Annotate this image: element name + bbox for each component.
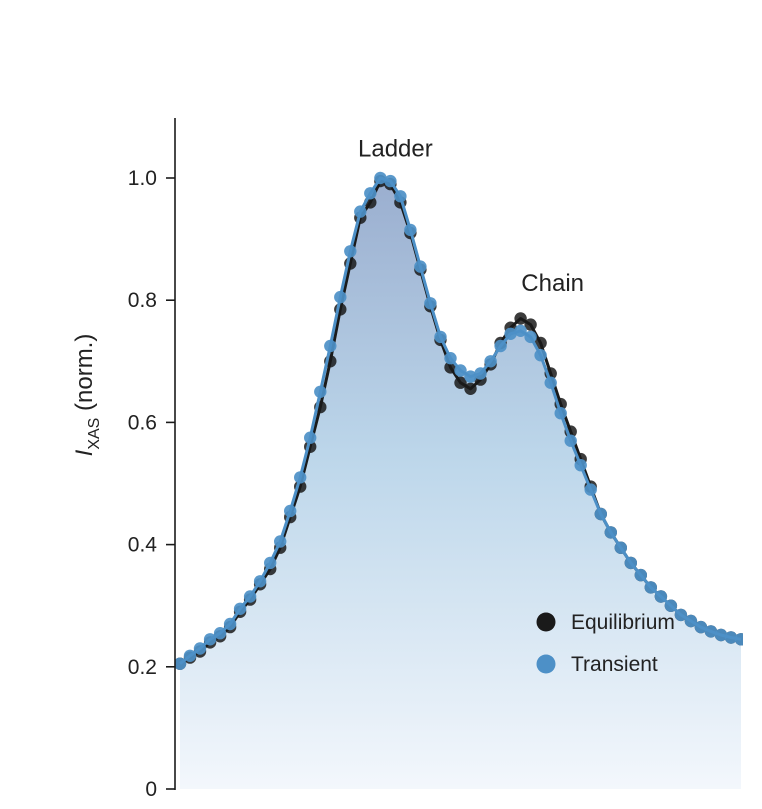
data-point-transient bbox=[634, 568, 647, 582]
peak-annotations: Ladder Chain bbox=[358, 136, 584, 297]
data-point-transient bbox=[604, 526, 617, 539]
data-point-transient bbox=[514, 324, 527, 337]
data-point-transient bbox=[394, 190, 407, 203]
data-point-transient bbox=[554, 407, 567, 420]
data-point-transient bbox=[654, 590, 668, 603]
data-point-transient bbox=[444, 352, 457, 365]
data-point-transient bbox=[464, 370, 477, 383]
y-tick-label: 0.6 bbox=[128, 411, 157, 434]
data-point-transient bbox=[574, 459, 587, 472]
data-point-transient bbox=[304, 431, 317, 444]
data-point-transient bbox=[233, 602, 247, 615]
data-point-transient bbox=[264, 556, 277, 570]
data-point-transient bbox=[534, 349, 547, 362]
data-point-transient bbox=[374, 171, 387, 185]
data-point-transient bbox=[474, 367, 487, 380]
data-point-transient bbox=[684, 614, 698, 628]
legend-marker-equilibrium bbox=[536, 612, 556, 632]
data-point-transient bbox=[223, 617, 237, 631]
data-point-transient bbox=[714, 628, 728, 642]
data-point-transient bbox=[424, 297, 437, 310]
annotation-chain: Chain bbox=[521, 270, 584, 297]
y-axis-ticks: 0 0.2 0.4 0.6 0.8 1.0 bbox=[128, 167, 175, 801]
data-point-equilibrium bbox=[534, 336, 547, 350]
data-point-transient bbox=[594, 507, 607, 521]
data-point-transient bbox=[213, 627, 227, 640]
y-tick-label: 0.8 bbox=[128, 289, 157, 312]
data-point-transient bbox=[614, 541, 627, 554]
data-point-transient bbox=[734, 633, 743, 646]
y-tick-label: 0.2 bbox=[128, 656, 157, 679]
data-point-transient bbox=[193, 642, 207, 655]
data-point-transient bbox=[524, 330, 537, 344]
fill-area-path bbox=[180, 178, 741, 789]
data-point-transient bbox=[624, 556, 637, 570]
y-axis-label: IXAS (norm.) bbox=[71, 334, 103, 457]
data-point-transient bbox=[564, 434, 577, 447]
data-point-transient bbox=[674, 608, 688, 622]
data-point-transient bbox=[203, 633, 217, 646]
data-point-transient bbox=[644, 581, 657, 594]
data-point-transient bbox=[183, 649, 197, 662]
data-point-transient bbox=[364, 187, 377, 200]
data-point-equilibrium bbox=[464, 382, 477, 395]
data-point-transient bbox=[354, 205, 367, 218]
spectrum-fill-area bbox=[180, 178, 741, 789]
data-point-transient bbox=[694, 620, 708, 634]
annotation-ladder: Ladder bbox=[358, 136, 433, 163]
legend-label-transient: Transient bbox=[571, 653, 658, 676]
y-axis-label-main: I bbox=[71, 449, 98, 456]
legend-marker-transient bbox=[536, 654, 556, 674]
data-point-transient bbox=[344, 245, 357, 258]
data-point-transient bbox=[314, 385, 327, 398]
data-point-equilibrium bbox=[454, 376, 467, 389]
data-point-transient bbox=[284, 504, 297, 518]
data-point-transient bbox=[664, 599, 678, 612]
y-axis-label-subscript: XAS bbox=[86, 418, 103, 450]
series-transient bbox=[175, 171, 743, 670]
data-point-transient bbox=[414, 260, 427, 273]
data-point-transient bbox=[384, 174, 397, 188]
data-point-transient bbox=[434, 330, 447, 344]
data-point-transient bbox=[324, 339, 337, 353]
legend-label-equilibrium: Equilibrium bbox=[571, 611, 675, 634]
data-point-transient bbox=[175, 657, 187, 670]
y-tick-label: 0.4 bbox=[128, 534, 158, 557]
series-layer bbox=[175, 171, 743, 670]
data-point-transient bbox=[454, 364, 467, 377]
data-point-transient bbox=[584, 483, 597, 496]
data-point-transient bbox=[294, 471, 307, 484]
data-point-equilibrium bbox=[524, 318, 537, 331]
data-point-transient bbox=[404, 223, 417, 237]
data-point-transient bbox=[704, 625, 718, 638]
data-point-transient bbox=[334, 290, 347, 304]
y-tick-label: 0 bbox=[145, 778, 157, 801]
data-point-transient bbox=[504, 327, 517, 340]
data-point-transient bbox=[544, 376, 557, 389]
data-point-transient bbox=[494, 339, 507, 353]
y-tick-label: 1.0 bbox=[128, 167, 157, 190]
y-axis-label-rest: (norm.) bbox=[71, 334, 98, 418]
data-point-equilibrium bbox=[514, 312, 527, 325]
data-point-transient bbox=[253, 575, 267, 588]
data-point-transient bbox=[243, 590, 257, 603]
data-point-transient bbox=[724, 631, 738, 644]
data-point-transient bbox=[484, 355, 497, 368]
legend: Equilibrium Transient bbox=[536, 611, 675, 676]
data-point-transient bbox=[274, 535, 287, 548]
